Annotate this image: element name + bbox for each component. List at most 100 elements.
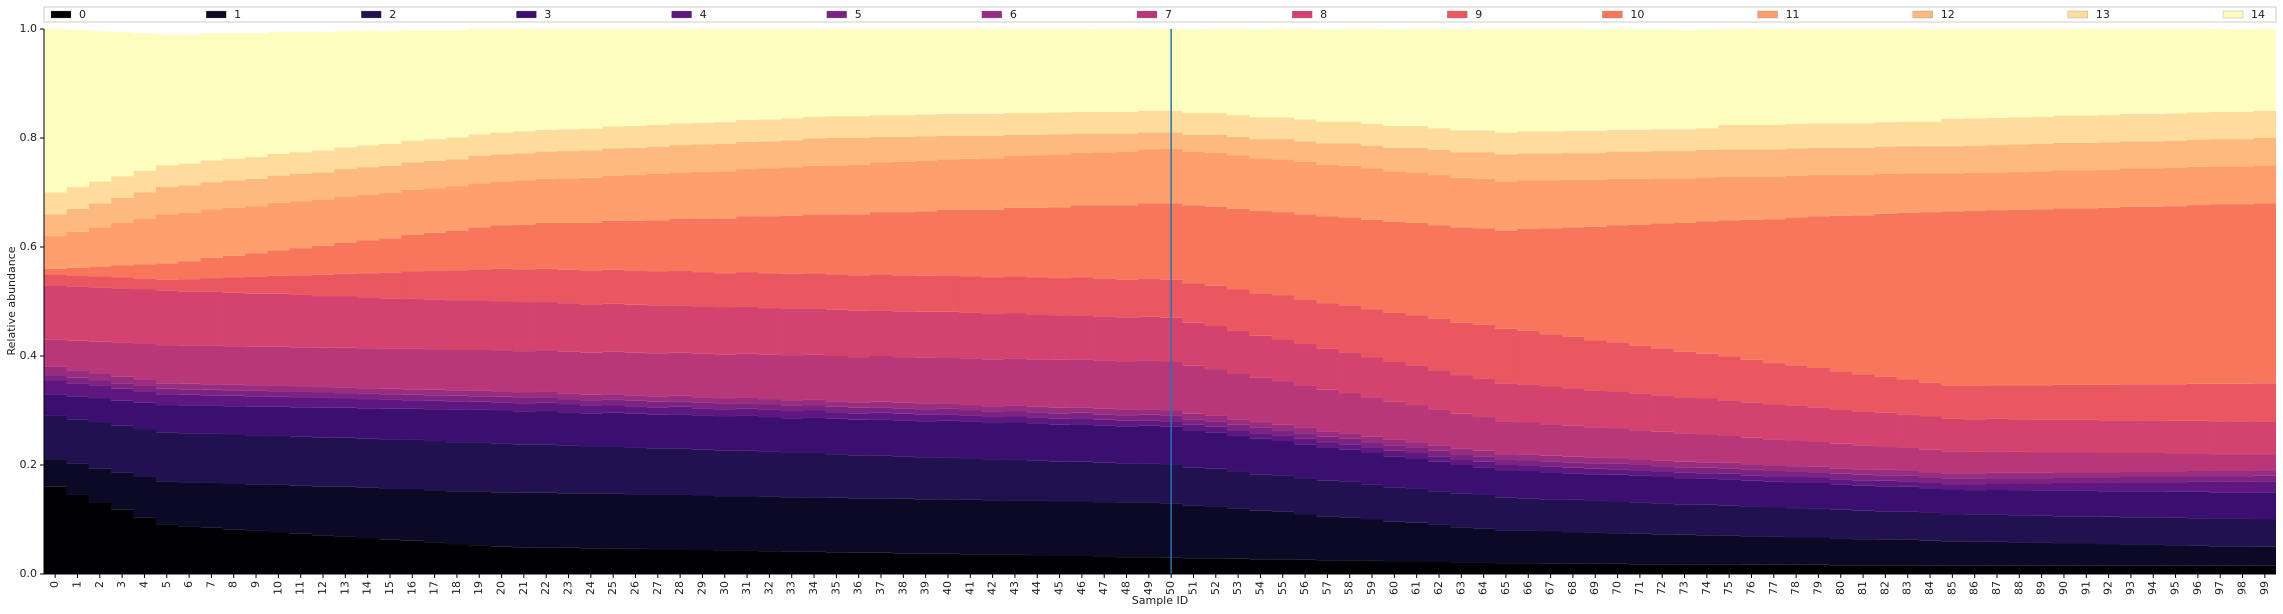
bar-segment bbox=[1204, 112, 1228, 135]
bar-segment bbox=[490, 154, 514, 182]
bar-segment bbox=[892, 161, 915, 213]
bar-segment bbox=[936, 553, 960, 574]
bar-segment bbox=[445, 159, 469, 187]
bar-segment bbox=[2253, 546, 2276, 566]
bar-segment bbox=[1695, 29, 1719, 129]
bar-segment bbox=[334, 407, 357, 438]
bar-segment bbox=[1695, 353, 1719, 399]
bar-segment bbox=[2008, 117, 2031, 145]
bar-segment bbox=[1918, 512, 1942, 541]
bar-segment bbox=[2142, 206, 2165, 385]
bar-segment bbox=[1584, 390, 1607, 428]
bar-segment bbox=[311, 296, 335, 348]
bar-segment bbox=[1026, 155, 1049, 208]
bar-segment bbox=[959, 358, 982, 406]
bar-segment bbox=[1026, 134, 1049, 156]
bar-segment bbox=[1807, 564, 1830, 574]
bar-segment bbox=[892, 498, 915, 554]
bar-segment bbox=[1539, 153, 1563, 181]
bar-segment bbox=[2209, 470, 2232, 477]
bar-segment bbox=[624, 352, 648, 396]
bar-segment bbox=[244, 293, 268, 347]
bar-segment bbox=[579, 150, 603, 178]
x-tick-label: 82 bbox=[1878, 581, 1891, 595]
bar-segment bbox=[2142, 565, 2165, 574]
bar-segment bbox=[1271, 159, 1295, 213]
bar-segment bbox=[1093, 419, 1116, 426]
bar-segment bbox=[2030, 143, 2054, 172]
bar-segment bbox=[1137, 203, 1161, 279]
bar-segment bbox=[1718, 400, 1741, 436]
bar-segment bbox=[624, 147, 648, 176]
bar-segment bbox=[1695, 149, 1719, 178]
bar-segment bbox=[1338, 305, 1362, 353]
bar-segment bbox=[334, 486, 357, 537]
bar-segment bbox=[936, 499, 960, 554]
bar-segment bbox=[713, 450, 737, 497]
bar-segment bbox=[490, 443, 514, 493]
bar-segment bbox=[177, 394, 201, 406]
x-tick-label: 90 bbox=[2057, 581, 2070, 595]
bar-segment bbox=[289, 294, 313, 348]
bar-segment bbox=[735, 415, 759, 451]
bar-segment bbox=[1226, 29, 1250, 116]
bar-segment bbox=[2231, 454, 2255, 471]
bar-segment bbox=[1807, 472, 1830, 478]
legend-label: 11 bbox=[1786, 8, 1800, 21]
bar-segment bbox=[1405, 405, 1429, 443]
bar-segment bbox=[1204, 326, 1228, 370]
bar-segment bbox=[1249, 117, 1272, 140]
bar-segment bbox=[1226, 419, 1250, 425]
bar-segment bbox=[668, 270, 692, 306]
legend-swatch bbox=[205, 10, 227, 19]
bar-segment bbox=[468, 29, 491, 135]
bar-segment bbox=[1093, 111, 1116, 134]
bar-segment bbox=[691, 402, 714, 409]
bar-segment bbox=[2075, 170, 2098, 209]
bar-segment bbox=[892, 115, 915, 137]
bar-segment bbox=[1762, 439, 1786, 466]
bar-segment bbox=[579, 352, 603, 395]
bar-segment bbox=[579, 128, 603, 151]
bar-segment bbox=[735, 120, 759, 142]
bar-segment bbox=[2209, 383, 2232, 422]
bar-segment bbox=[1985, 145, 2009, 173]
bar-segment bbox=[177, 163, 201, 186]
bar-segment bbox=[1249, 438, 1272, 475]
bar-segment bbox=[1762, 564, 1786, 574]
bar-segment bbox=[535, 151, 558, 179]
bar-segment bbox=[691, 29, 714, 123]
bar-segment bbox=[1673, 478, 1697, 505]
bar-segment bbox=[1673, 30, 1697, 130]
bar-segment bbox=[557, 178, 581, 224]
bar-segment bbox=[2097, 420, 2121, 454]
bar-segment bbox=[2186, 205, 2210, 384]
bar-segment bbox=[468, 183, 491, 228]
bar-segment bbox=[1293, 514, 1317, 560]
x-tick-label: 42 bbox=[986, 581, 999, 595]
bar-segment bbox=[1070, 359, 1094, 408]
x-tick-label: 11 bbox=[294, 581, 307, 595]
bar-segment bbox=[2186, 491, 2210, 519]
bar-segment bbox=[289, 347, 313, 387]
bar-segment bbox=[1941, 541, 1964, 566]
bar-segment bbox=[133, 289, 156, 345]
bar-segment bbox=[200, 209, 223, 258]
bar-segment bbox=[155, 524, 179, 574]
bar-segment bbox=[1628, 178, 1652, 225]
bar-segment bbox=[1316, 29, 1339, 122]
bar-segment bbox=[490, 350, 514, 392]
bar-segment bbox=[981, 114, 1005, 136]
bar-segment bbox=[200, 405, 223, 434]
bar-segment bbox=[1673, 178, 1697, 224]
bar-segment bbox=[222, 395, 246, 407]
bar-segment bbox=[959, 312, 982, 359]
bar-segment bbox=[512, 444, 536, 493]
bar-segment bbox=[981, 500, 1005, 555]
bar-segment bbox=[691, 218, 714, 273]
x-tick-label: 67 bbox=[1544, 581, 1557, 595]
bar-segment bbox=[1316, 447, 1339, 481]
bar-segment bbox=[445, 544, 469, 574]
bar-segment bbox=[847, 214, 871, 276]
bar-segment bbox=[1606, 469, 1630, 475]
